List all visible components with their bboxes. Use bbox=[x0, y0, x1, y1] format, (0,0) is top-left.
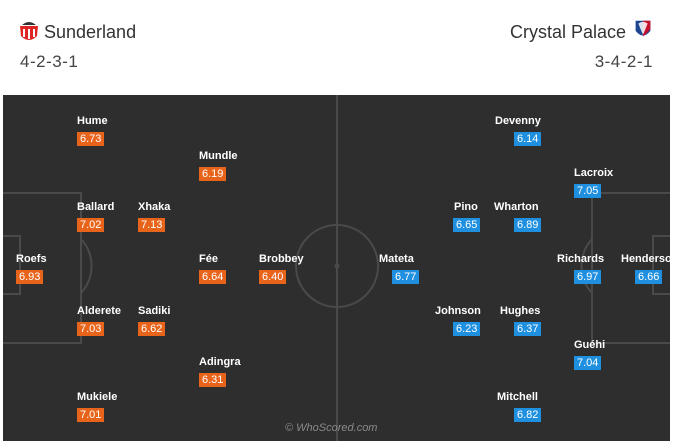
home-player-mundle[interactable]: Mundle 6.19 bbox=[199, 150, 238, 181]
player-rating: 6.89 bbox=[514, 218, 542, 232]
player-name: Adingra bbox=[199, 356, 241, 368]
player-rating: 7.01 bbox=[77, 408, 105, 422]
away-formation: 3-4-2-1 bbox=[594, 52, 653, 71]
away-player-mateta[interactable]: Mateta 6.77 bbox=[379, 253, 420, 284]
away-player-guehi[interactable]: Guéhi 7.04 bbox=[574, 339, 605, 370]
player-rating: 6.31 bbox=[199, 373, 227, 387]
away-player-hughes[interactable]: Hughes 6.37 bbox=[500, 305, 542, 336]
away-player-pino[interactable]: Pino 6.65 bbox=[453, 201, 481, 232]
player-rating: 7.02 bbox=[77, 218, 105, 232]
away-player-richards[interactable]: Richards 6.97 bbox=[557, 253, 604, 284]
player-rating: 7.03 bbox=[77, 322, 105, 336]
sunderland-crest-icon bbox=[20, 22, 38, 40]
home-player-fee[interactable]: Fée 6.64 bbox=[199, 253, 227, 284]
home-team-name[interactable]: Sunderland bbox=[44, 22, 137, 42]
away-player-devenny[interactable]: Devenny 6.14 bbox=[495, 115, 542, 146]
player-name: Hume bbox=[77, 115, 108, 127]
player-rating: 6.82 bbox=[514, 408, 542, 422]
player-name: Mukiele bbox=[77, 391, 118, 403]
player-name: Lacroix bbox=[574, 167, 614, 179]
player-name: Xhaka bbox=[138, 201, 171, 213]
player-rating: 7.04 bbox=[574, 356, 602, 370]
player-name: Mundle bbox=[199, 150, 238, 162]
player-name: Mitchell bbox=[497, 391, 538, 403]
home-player-adingra[interactable]: Adingra 6.31 bbox=[199, 356, 241, 387]
player-name: Ballard bbox=[77, 201, 115, 213]
home-player-hume[interactable]: Hume 6.73 bbox=[77, 115, 108, 146]
player-name: Brobbey bbox=[259, 253, 304, 265]
player-name: Johnson bbox=[435, 305, 481, 317]
match-header: Sunderland 4-2-3-1 Crystal Palace 3-4-2-… bbox=[0, 0, 673, 95]
player-name: Roefs bbox=[16, 253, 47, 265]
player-rating: 6.64 bbox=[199, 270, 227, 284]
player-name: Henderson bbox=[621, 253, 670, 265]
player-rating: 6.37 bbox=[514, 322, 542, 336]
home-player-sadiki[interactable]: Sadiki 6.62 bbox=[138, 305, 170, 336]
player-name: Wharton bbox=[494, 201, 539, 213]
player-rating: 6.23 bbox=[453, 322, 481, 336]
away-player-johnson[interactable]: Johnson 6.23 bbox=[435, 305, 481, 336]
player-rating: 6.14 bbox=[514, 132, 542, 146]
home-player-brobbey[interactable]: Brobbey 6.40 bbox=[259, 253, 304, 284]
player-rating: 6.66 bbox=[635, 270, 663, 284]
player-rating: 6.77 bbox=[392, 270, 420, 284]
player-rating: 6.97 bbox=[574, 270, 602, 284]
home-formation: 4-2-3-1 bbox=[20, 52, 79, 71]
player-name: Mateta bbox=[379, 253, 414, 265]
home-player-ballard[interactable]: Ballard 7.02 bbox=[77, 201, 114, 232]
player-name: Alderete bbox=[77, 305, 122, 317]
player-name: Devenny bbox=[495, 115, 541, 127]
crystal-palace-crest-icon bbox=[635, 20, 651, 37]
home-player-xhaka[interactable]: Xhaka 7.13 bbox=[138, 201, 170, 232]
player-name: Fée bbox=[199, 253, 218, 265]
pitch: Roefs 6.93 Hume 6.73 Ballard 7.02 Aldere… bbox=[3, 95, 670, 441]
home-player-alderete[interactable]: Alderete 7.03 bbox=[77, 305, 121, 336]
away-player-mitchell[interactable]: Mitchell 6.82 bbox=[497, 391, 542, 422]
player-rating: 6.65 bbox=[453, 218, 481, 232]
player-rating: 6.19 bbox=[199, 167, 227, 181]
away-player-henderson[interactable]: Henderson 6.66 bbox=[621, 253, 670, 284]
pitch-markings bbox=[3, 95, 670, 441]
player-name: Hughes bbox=[500, 305, 541, 317]
player-rating: 7.13 bbox=[138, 218, 166, 232]
whoscored-watermark: © WhoScored.com bbox=[285, 422, 378, 434]
player-name: Sadiki bbox=[138, 305, 171, 317]
away-player-lacroix[interactable]: Lacroix 7.05 bbox=[574, 167, 613, 198]
player-rating: 6.62 bbox=[138, 322, 166, 336]
player-rating: 7.05 bbox=[574, 184, 602, 198]
player-rating: 6.93 bbox=[16, 270, 44, 284]
player-name: Guéhi bbox=[574, 339, 606, 351]
player-name: Richards bbox=[557, 253, 605, 265]
player-name: Pino bbox=[454, 201, 478, 213]
player-rating: 6.40 bbox=[259, 270, 287, 284]
player-rating: 6.73 bbox=[77, 132, 105, 146]
home-player-roefs[interactable]: Roefs 6.93 bbox=[16, 253, 47, 284]
away-player-wharton[interactable]: Wharton 6.89 bbox=[494, 201, 542, 232]
away-team-name[interactable]: Crystal Palace bbox=[509, 22, 626, 42]
home-player-mukiele[interactable]: Mukiele 7.01 bbox=[77, 391, 117, 422]
